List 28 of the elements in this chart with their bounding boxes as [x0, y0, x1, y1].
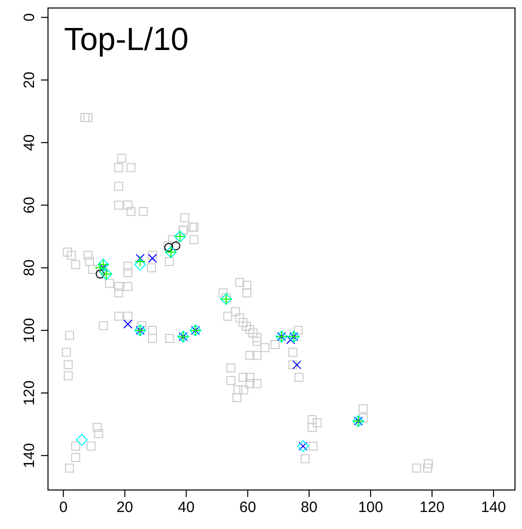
- y-tick-label: 100: [21, 318, 38, 343]
- point: [76, 434, 88, 446]
- x-tick-label: 140: [480, 499, 506, 516]
- point: [286, 335, 296, 344]
- point: [96, 270, 105, 279]
- x-tick-label: 80: [300, 499, 318, 516]
- point: [148, 254, 157, 263]
- y-tick-label: 120: [21, 380, 38, 406]
- y-tick-label: 140: [21, 443, 38, 468]
- y-tick-label: 80: [21, 259, 38, 276]
- x-tick-label: 20: [116, 499, 134, 516]
- y-tick-label: 0: [21, 13, 38, 22]
- x-tick-label: 60: [239, 499, 256, 516]
- chart-title: Top-L/10: [64, 21, 189, 57]
- point: [171, 241, 180, 250]
- y-tick-label: 20: [21, 72, 38, 88]
- x-tick-label: 120: [420, 499, 445, 516]
- y-tick-label: 60: [21, 196, 38, 214]
- x-tick-label: 40: [178, 499, 195, 516]
- y-tick-label: 40: [21, 134, 38, 151]
- x-tick-label: 0: [59, 499, 68, 516]
- point: [98, 263, 108, 272]
- point: [134, 256, 146, 268]
- point: [134, 258, 146, 271]
- x-tick-label: 100: [358, 499, 384, 516]
- point: [292, 360, 302, 370]
- point: [123, 320, 132, 329]
- point: [136, 254, 145, 263]
